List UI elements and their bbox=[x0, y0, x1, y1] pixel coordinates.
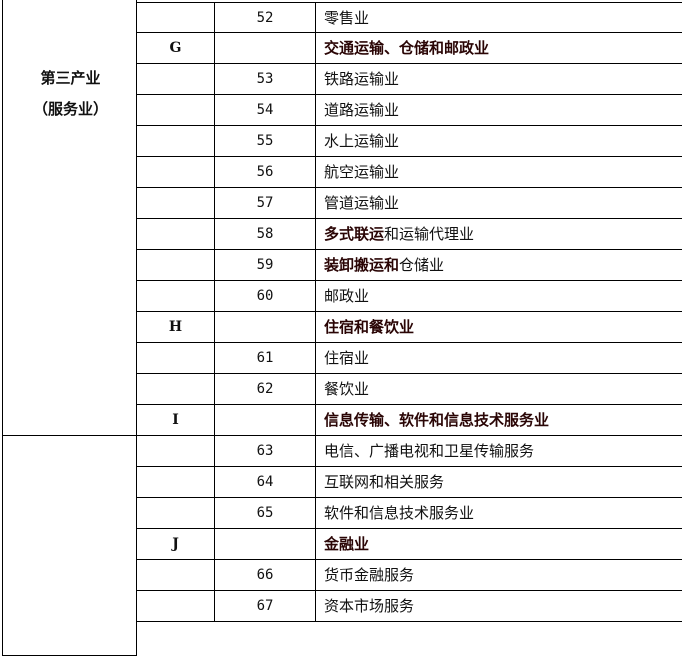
industry-name-text: 航空运输业 bbox=[324, 163, 400, 181]
industry-name-cell: 装卸搬运和仓储业 bbox=[316, 250, 682, 281]
category-letter-cell bbox=[137, 374, 215, 405]
division-code-cell: 63 bbox=[215, 436, 316, 467]
division-code-cell: 55 bbox=[215, 126, 316, 157]
category-letter-cell bbox=[137, 219, 215, 250]
sector-label-line2: （服务业） bbox=[32, 100, 108, 118]
division-code-cell: 67 bbox=[215, 591, 316, 622]
category-letter-cell bbox=[137, 343, 215, 374]
category-letter-cell bbox=[137, 126, 215, 157]
industry-name-text: 装卸搬运和 bbox=[324, 256, 400, 274]
division-code-cell: 52 bbox=[215, 2, 316, 33]
sector-merged-cell-next bbox=[2, 436, 137, 656]
division-code-cell: 64 bbox=[215, 467, 316, 498]
division-code-cell: 56 bbox=[215, 157, 316, 188]
industry-name-cell: 铁路运输业 bbox=[316, 64, 682, 95]
industry-name-cell: 餐饮业 bbox=[316, 374, 682, 405]
industry-name-cell: 住宿业 bbox=[316, 343, 682, 374]
category-letter-cell bbox=[137, 560, 215, 591]
category-letter-cell: G bbox=[137, 33, 215, 64]
industry-name-text: 货币金融服务 bbox=[324, 566, 415, 584]
industry-name-cell: 水上运输业 bbox=[316, 126, 682, 157]
category-letter-cell bbox=[137, 64, 215, 95]
category-letter-cell bbox=[137, 95, 215, 126]
industry-name-text: 管道运输业 bbox=[324, 194, 400, 212]
division-code-cell: 61 bbox=[215, 343, 316, 374]
industry-name-cell: 交通运输、仓储和邮政业 bbox=[316, 33, 682, 64]
sector-merged-cell: 第三产业 （服务业） bbox=[2, 0, 137, 436]
industry-name-cell: 多式联运和运输代理业 bbox=[316, 219, 682, 250]
division-code-cell: 58 bbox=[215, 219, 316, 250]
industry-name-text: 邮政业 bbox=[324, 287, 370, 305]
division-code-cell: 66 bbox=[215, 560, 316, 591]
industry-name-cell: 航空运输业 bbox=[316, 157, 682, 188]
industry-name-cell: 互联网和相关服务 bbox=[316, 467, 682, 498]
division-code-cell bbox=[215, 405, 316, 436]
industry-name-cell: 货币金融服务 bbox=[316, 560, 682, 591]
industry-name-cell: 信息传输、软件和信息技术服务业 bbox=[316, 405, 682, 436]
industry-name-text: 餐饮业 bbox=[324, 380, 370, 398]
category-letter-cell bbox=[137, 281, 215, 312]
division-code-cell bbox=[215, 33, 316, 64]
industry-name-cell: 资本市场服务 bbox=[316, 591, 682, 622]
category-letter-cell bbox=[137, 188, 215, 219]
category-letter-cell bbox=[137, 2, 215, 33]
industry-name-cell: 金融业 bbox=[316, 529, 682, 560]
division-code-cell: 57 bbox=[215, 188, 316, 219]
industry-name-cell: 管道运输业 bbox=[316, 188, 682, 219]
industry-name-text: 和运输代理业 bbox=[384, 225, 475, 243]
industry-name-text: 零售业 bbox=[324, 9, 370, 27]
industry-name-cell: 软件和信息技术服务业 bbox=[316, 498, 682, 529]
industry-name-text: 金融业 bbox=[324, 535, 370, 553]
division-code-cell bbox=[215, 529, 316, 560]
industry-name-text: 铁路运输业 bbox=[324, 70, 400, 88]
industry-name-cell: 零售业 bbox=[316, 2, 682, 33]
category-letter-cell bbox=[137, 498, 215, 529]
category-letter-cell bbox=[137, 467, 215, 498]
industry-name-text: 多式联运 bbox=[324, 225, 385, 243]
industry-name-cell: 住宿和餐饮业 bbox=[316, 312, 682, 343]
industry-name-text: 信息传输、软件和信息技术服务业 bbox=[324, 411, 550, 429]
division-code-cell: 54 bbox=[215, 95, 316, 126]
industry-name-text: 住宿业 bbox=[324, 349, 370, 367]
industry-name-text: 住宿和餐饮业 bbox=[324, 318, 415, 336]
category-letter-cell: I bbox=[137, 405, 215, 436]
division-code-cell: 53 bbox=[215, 64, 316, 95]
industry-name-cell: 电信、广播电视和卫星传输服务 bbox=[316, 436, 682, 467]
industry-name-cell: 道路运输业 bbox=[316, 95, 682, 126]
category-letter-cell bbox=[137, 591, 215, 622]
industry-name-cell: 邮政业 bbox=[316, 281, 682, 312]
industry-name-text: 互联网和相关服务 bbox=[324, 473, 445, 491]
industry-name-text: 电信、广播电视和卫星传输服务 bbox=[324, 442, 535, 460]
category-letter-cell bbox=[137, 157, 215, 188]
category-letter-cell: H bbox=[137, 312, 215, 343]
industry-name-text: 道路运输业 bbox=[324, 101, 400, 119]
industry-name-text: 交通运输、仓储和邮政业 bbox=[324, 39, 490, 57]
category-letter-cell bbox=[137, 436, 215, 467]
industry-name-text: 资本市场服务 bbox=[324, 597, 415, 615]
category-letter-cell bbox=[137, 250, 215, 281]
division-code-cell bbox=[215, 312, 316, 343]
division-code-cell: 59 bbox=[215, 250, 316, 281]
division-code-cell: 65 bbox=[215, 498, 316, 529]
sector-label-line1: 第三产业 bbox=[40, 69, 101, 87]
industry-name-text: 水上运输业 bbox=[324, 132, 400, 150]
division-code-cell: 60 bbox=[215, 281, 316, 312]
industry-name-text: 软件和信息技术服务业 bbox=[324, 504, 475, 522]
category-letter-cell: J bbox=[137, 529, 215, 560]
industry-name-text: 仓储业 bbox=[399, 256, 445, 274]
division-code-cell: 62 bbox=[215, 374, 316, 405]
